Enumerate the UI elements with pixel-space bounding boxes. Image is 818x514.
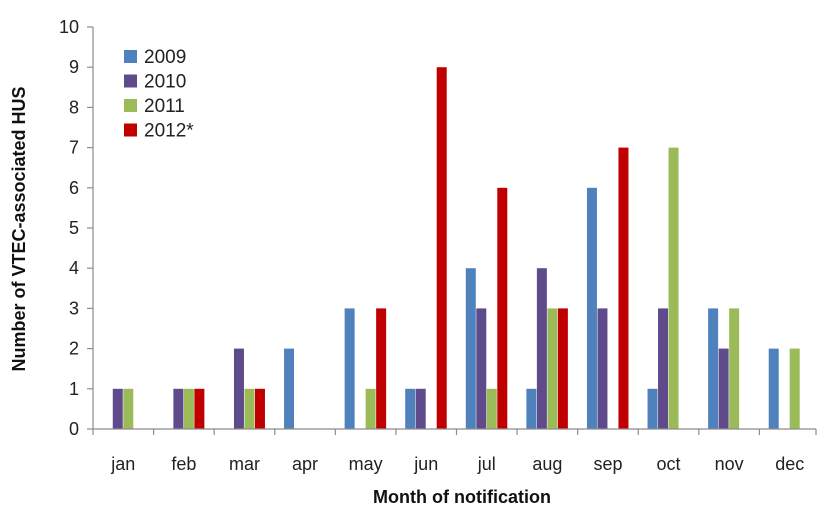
y-tick-label: 6 <box>69 178 79 198</box>
bar-2009-oct <box>647 388 658 429</box>
bar-2011-feb <box>183 388 194 429</box>
bars-group <box>112 67 800 429</box>
bar-2010-mar <box>233 348 244 429</box>
legend-label-2009: 2009 <box>144 47 186 68</box>
bar-2011-jul <box>486 388 497 429</box>
bar-2011-nov <box>729 308 740 429</box>
x-tick-label-jul: jul <box>477 454 496 474</box>
x-tick-label-jan: jan <box>110 454 135 474</box>
x-tick-label-jun: jun <box>413 454 438 474</box>
bar-2012-jun <box>436 67 447 429</box>
bar-2012-jul <box>497 187 508 429</box>
y-tick-label: 2 <box>69 339 79 359</box>
x-tick-label-sep: sep <box>593 454 622 474</box>
x-tick-label-may: may <box>349 454 383 474</box>
bar-2010-sep <box>597 308 608 429</box>
bar-2011-oct <box>668 147 679 429</box>
y-tick-label: 4 <box>69 258 79 278</box>
x-axis-title: Month of notification <box>373 487 551 507</box>
bar-2010-jul <box>476 308 487 429</box>
bar-2009-jun <box>405 388 416 429</box>
legend: 2009 2010 2011 2012* <box>124 47 194 142</box>
bar-2011-aug <box>547 308 558 429</box>
y-tick-label: 0 <box>69 419 79 439</box>
bar-2011-mar <box>244 388 255 429</box>
bar-2010-jun <box>415 388 426 429</box>
bar-2009-sep <box>586 187 597 429</box>
x-tick-label-mar: mar <box>229 454 260 474</box>
bar-2012-aug <box>557 308 568 429</box>
legend-swatch-2009 <box>124 50 137 63</box>
bar-2012-may <box>376 308 387 429</box>
bar-2009-aug <box>526 388 537 429</box>
bar-2010-nov <box>718 348 729 429</box>
bar-2011-may <box>365 388 376 429</box>
bar-2011-dec <box>789 348 800 429</box>
bar-2009-may <box>344 308 355 429</box>
legend-label-2011: 2011 <box>144 96 185 117</box>
y-axis-ticks: 0 1 2 3 4 5 6 7 8 9 10 <box>59 17 93 439</box>
bar-2009-dec <box>768 348 779 429</box>
bar-2012-feb <box>194 388 205 429</box>
x-axis-ticks: jan feb mar apr may jun jul aug sep oct nov dec <box>92 429 817 474</box>
bar-2012-sep <box>618 147 629 429</box>
x-tick-label-nov: nov <box>715 454 744 474</box>
y-axis-title: Number of VTEC-associated HUS <box>9 86 29 371</box>
bar-2011-jan <box>123 388 134 429</box>
bar-2010-feb <box>173 388 184 429</box>
y-tick-label: 1 <box>69 379 79 399</box>
legend-swatch-2010 <box>124 74 137 88</box>
y-tick-label: 8 <box>69 97 79 117</box>
bar-2010-jan <box>112 388 123 429</box>
bar-2009-apr <box>284 348 295 429</box>
legend-label-2012: 2012* <box>144 121 194 142</box>
y-tick-label: 3 <box>69 298 79 318</box>
bar-2010-aug <box>536 268 547 429</box>
legend-label-2010: 2010 <box>144 72 186 93</box>
bar-2009-nov <box>708 308 719 429</box>
legend-swatch-2011 <box>124 99 137 112</box>
x-tick-label-apr: apr <box>292 454 318 474</box>
legend-swatch-2012 <box>124 123 137 137</box>
x-tick-label-aug: aug <box>532 454 562 474</box>
x-tick-label-oct: oct <box>657 454 681 474</box>
bar-2012-mar <box>254 388 265 429</box>
x-tick-label-dec: dec <box>775 454 804 474</box>
bar-2010-oct <box>658 308 669 429</box>
y-tick-label: 5 <box>69 218 79 238</box>
y-tick-label: 7 <box>69 138 79 158</box>
y-tick-label: 10 <box>59 17 79 37</box>
x-tick-label-feb: feb <box>171 454 196 474</box>
y-tick-label: 9 <box>69 57 79 77</box>
bar-2009-jul <box>465 268 476 429</box>
